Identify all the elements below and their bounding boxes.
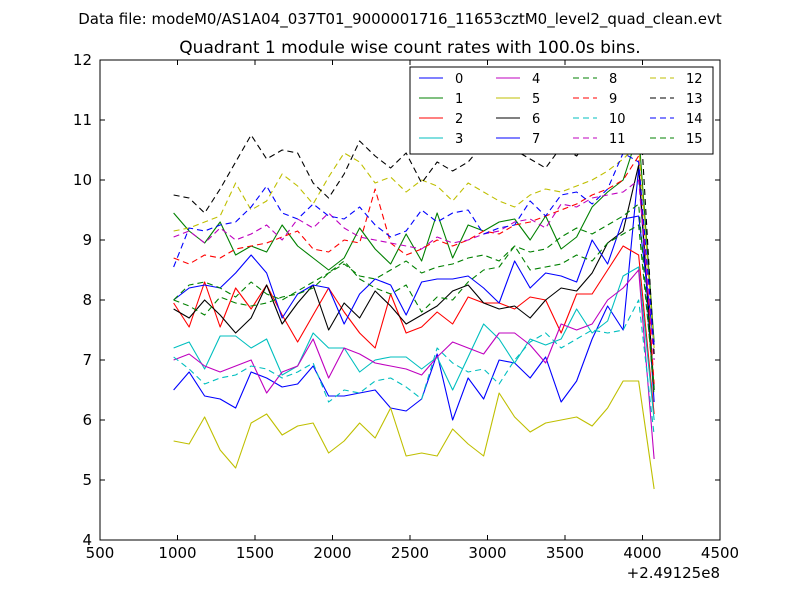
- series-line-10: [173, 299, 655, 436]
- series-line-5: [173, 380, 655, 490]
- legend-label-15: 15: [686, 132, 703, 147]
- series-line-4: [173, 269, 655, 460]
- legend-label-0: 0: [455, 72, 463, 87]
- legend-label-10: 10: [609, 112, 626, 127]
- x-axis-offset-label: +2.49125e8: [627, 564, 720, 582]
- legend-label-9: 9: [609, 92, 617, 107]
- x-tick-label: 1500: [236, 544, 274, 562]
- legend-label-3: 3: [455, 132, 463, 147]
- legend-label-14: 14: [686, 112, 703, 127]
- x-tick-label: 4000: [623, 544, 661, 562]
- y-tick-label: 5: [82, 471, 92, 489]
- x-tick-label: 3500: [546, 544, 584, 562]
- legend-label-2: 2: [455, 112, 463, 127]
- chart-title: Quadrant 1 module wise count rates with …: [179, 38, 640, 58]
- y-tick-label: 9: [82, 231, 92, 249]
- series-line-6: [173, 164, 655, 391]
- series-line-12: [173, 143, 655, 349]
- series-line-9: [173, 155, 655, 385]
- legend-label-7: 7: [532, 132, 540, 147]
- x-tick-label: 4500: [701, 544, 739, 562]
- figure-suptitle: Data file: modeM0/AS1A04_037T01_90000017…: [78, 10, 722, 29]
- x-tick-label: 2500: [391, 544, 429, 562]
- series-line-11: [173, 179, 655, 361]
- x-tick-label: 3000: [468, 544, 506, 562]
- legend-label-13: 13: [686, 92, 703, 107]
- y-tick-label: 8: [82, 291, 92, 309]
- y-tick-label: 12: [73, 51, 92, 69]
- series-line-15: [173, 203, 655, 397]
- series-line-13: [173, 86, 655, 355]
- x-tick-label: 1000: [158, 544, 196, 562]
- y-tick-label: 11: [73, 111, 92, 129]
- y-tick-label: 4: [82, 531, 92, 549]
- legend-label-4: 4: [532, 72, 540, 87]
- legend-label-8: 8: [609, 72, 617, 87]
- series-line-3: [173, 266, 655, 421]
- x-tick-label: 2000: [313, 544, 351, 562]
- legend-label-11: 11: [609, 132, 626, 147]
- legend-box: [409, 66, 714, 155]
- x-tick-label: 500: [86, 544, 115, 562]
- y-tick-label: 7: [82, 351, 92, 369]
- series-line-7: [173, 215, 655, 346]
- legend-label-1: 1: [455, 92, 463, 107]
- series-line-8: [173, 224, 655, 388]
- legend-label-5: 5: [532, 92, 540, 107]
- y-tick-label: 10: [73, 171, 92, 189]
- y-tick-label: 6: [82, 411, 92, 429]
- series-line-14: [173, 152, 655, 349]
- plot-area: 500 1000 1500 2000 2500 3000 3500 4000 4500 4 5 6 7 8…: [73, 51, 739, 562]
- series-line-0: [173, 167, 655, 421]
- legend-label-12: 12: [686, 72, 703, 87]
- legend-label-6: 6: [532, 112, 540, 127]
